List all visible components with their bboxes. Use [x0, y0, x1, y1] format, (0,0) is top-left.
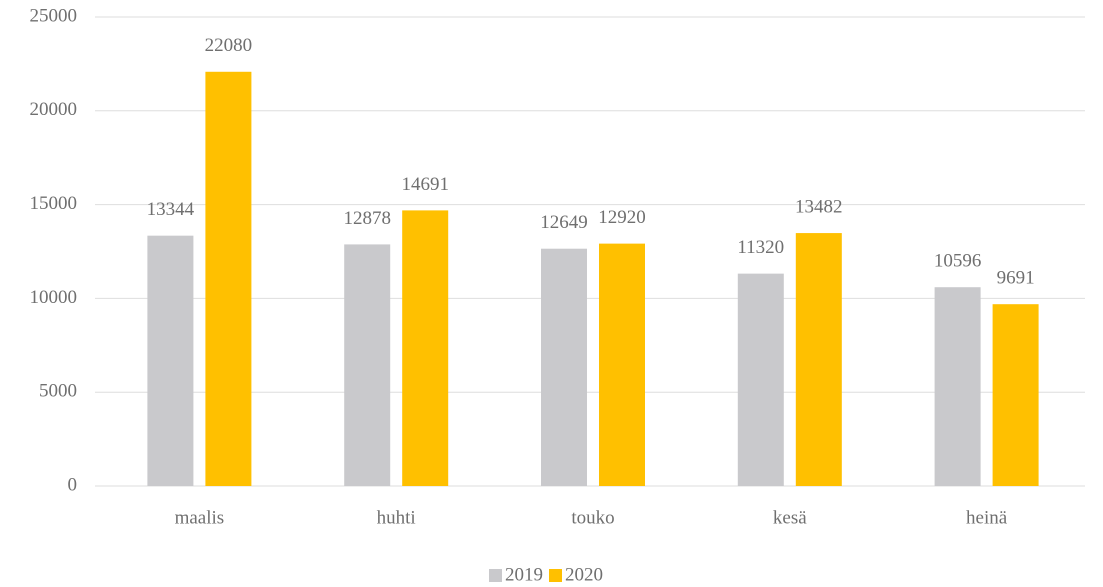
data-label: 10596	[934, 251, 982, 272]
legend-swatch	[489, 569, 502, 582]
x-tick-label: maalis	[175, 507, 225, 528]
legend-label: 2019	[505, 564, 543, 585]
bar	[737, 273, 784, 486]
data-label: 12649	[540, 212, 588, 233]
data-label: 12878	[343, 208, 391, 229]
bar	[402, 210, 449, 486]
bar	[344, 244, 391, 486]
y-tick-label: 20000	[30, 99, 78, 120]
x-tick-label: kesä	[773, 507, 807, 528]
legend-swatch	[549, 569, 562, 582]
x-tick-label: touko	[571, 507, 614, 528]
y-tick-label: 5000	[39, 381, 77, 402]
y-tick-label: 10000	[30, 287, 78, 308]
y-tick-label: 15000	[30, 193, 78, 214]
data-label: 9691	[997, 268, 1035, 289]
y-tick-label: 25000	[30, 5, 78, 26]
legend-label: 2020	[565, 564, 603, 585]
data-label: 11320	[737, 237, 784, 258]
data-label: 13344	[147, 199, 195, 220]
bar	[934, 287, 981, 486]
bar	[147, 235, 194, 486]
bar	[992, 304, 1039, 486]
x-tick-label: heinä	[966, 507, 1008, 528]
y-tick-label: 0	[68, 474, 78, 495]
data-label: 13482	[795, 196, 843, 217]
x-tick-label: huhti	[377, 507, 416, 528]
data-label: 14691	[401, 174, 449, 195]
data-label: 12920	[598, 207, 646, 228]
bar	[599, 243, 645, 486]
bar	[795, 233, 842, 486]
bar	[205, 71, 252, 486]
bar	[541, 248, 587, 486]
data-label: 22080	[205, 35, 253, 56]
